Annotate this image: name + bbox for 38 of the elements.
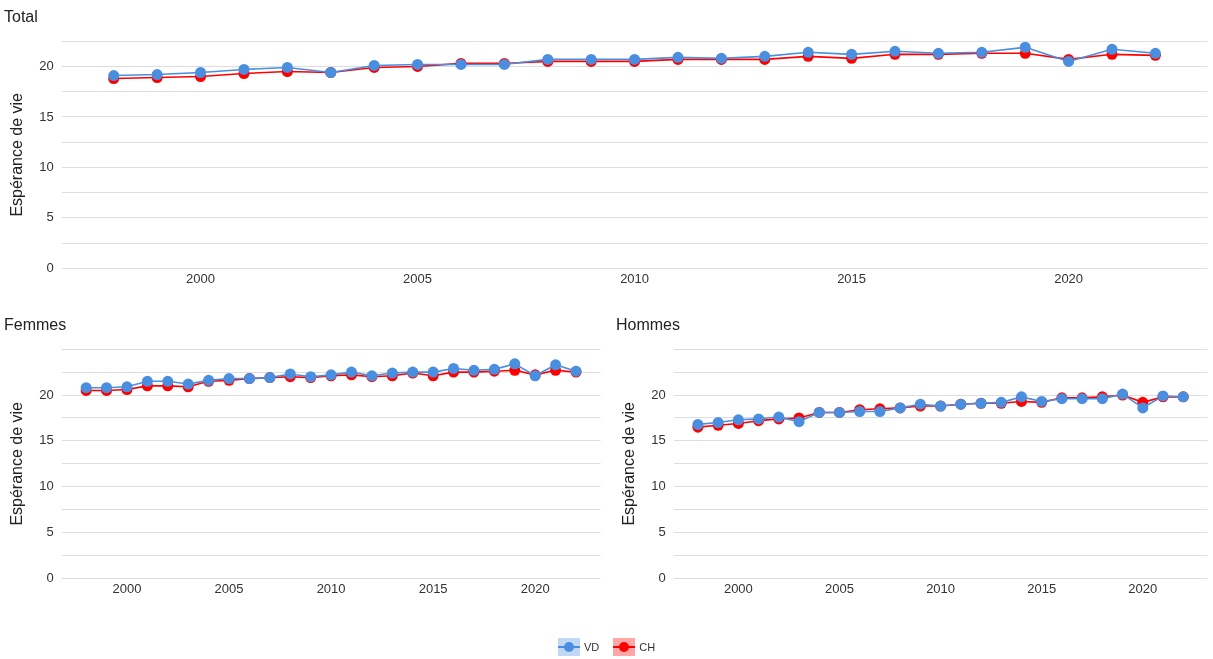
y-tick-label: 0 bbox=[46, 259, 54, 275]
x-tick-label: 2015 bbox=[837, 270, 867, 286]
x-tick-label: 2020 bbox=[1054, 270, 1084, 286]
y-tick-label: 0 bbox=[46, 569, 54, 585]
chart-title: Total bbox=[4, 8, 38, 26]
x-tick-label: 2005 bbox=[214, 580, 244, 596]
x-tick-label: 2000 bbox=[723, 580, 753, 596]
y-axis-title: Espérance de vie bbox=[8, 401, 26, 526]
y-tick-label: 10 bbox=[39, 159, 54, 174]
y-tick-label: 20 bbox=[651, 386, 666, 402]
y-tick-label: 5 bbox=[46, 209, 54, 225]
x-tick-label: 2020 bbox=[520, 580, 550, 596]
y-tick-label: 15 bbox=[39, 432, 54, 448]
y-tick-label: 10 bbox=[39, 478, 54, 494]
y-tick-label: 5 bbox=[658, 524, 666, 540]
y-tick-label: 5 bbox=[46, 524, 54, 540]
x-tick-label: 2015 bbox=[1027, 580, 1057, 596]
x-tick-label: 2015 bbox=[418, 580, 448, 596]
x-tick-label: 2010 bbox=[316, 580, 346, 596]
y-axis-title: Espérance de vie bbox=[620, 401, 638, 526]
legend-label: CH bbox=[639, 641, 656, 653]
x-tick-label: 2005 bbox=[825, 580, 854, 596]
y-tick-label: 10 bbox=[651, 478, 666, 494]
y-axis-title: Espérance de vie bbox=[8, 92, 26, 217]
x-tick-label: 2005 bbox=[403, 270, 433, 286]
chart-title: Femmes bbox=[4, 316, 67, 334]
y-tick-label: 15 bbox=[651, 432, 666, 448]
legend-label: VD bbox=[583, 641, 600, 653]
y-tick-label: 20 bbox=[39, 58, 54, 74]
x-tick-label: 2000 bbox=[112, 580, 142, 596]
x-tick-label: 2010 bbox=[926, 580, 956, 596]
x-tick-label: 2000 bbox=[186, 270, 216, 286]
y-tick-label: 15 bbox=[39, 108, 54, 124]
x-tick-label: 2010 bbox=[620, 270, 650, 286]
y-tick-label: 20 bbox=[39, 386, 54, 402]
chart-title: Hommes bbox=[616, 316, 681, 334]
y-tick-label: 0 bbox=[658, 569, 666, 585]
x-tick-label: 2020 bbox=[1128, 580, 1158, 596]
